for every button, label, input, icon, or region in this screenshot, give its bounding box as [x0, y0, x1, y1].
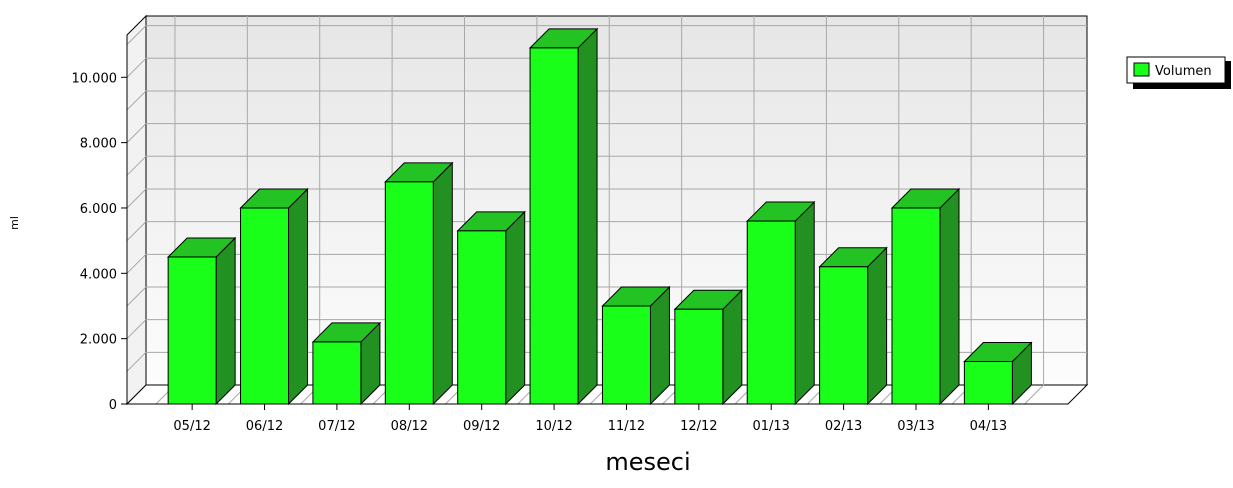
- legend[interactable]: Volumen: [1126, 56, 1231, 89]
- grid-line-side: [126, 319, 147, 340]
- x-tick-label: 10/12: [535, 419, 572, 434]
- bar-face: [601, 305, 651, 405]
- bar-face: [891, 207, 941, 405]
- bar-face: [457, 230, 507, 405]
- bar-05-12: [166, 236, 237, 406]
- y-tick-label: 2.000: [80, 333, 117, 348]
- grid-line-side: [126, 188, 147, 209]
- bar-side: [577, 27, 598, 406]
- bar-10-12: [528, 27, 599, 406]
- bar-face: [529, 47, 579, 405]
- legend-swatch-volumen: [1133, 62, 1150, 77]
- bar-04-13: [963, 341, 1033, 406]
- y-tick-label: 10.000: [72, 71, 118, 86]
- bar-side: [722, 289, 743, 406]
- bar-06-12: [239, 187, 309, 406]
- x-tick-label: 02/13: [825, 419, 862, 434]
- bar-side: [939, 187, 960, 406]
- bar-01-13: [746, 200, 816, 406]
- x-tick-label: 06/12: [246, 419, 283, 434]
- y-axis-title: ml: [8, 216, 21, 230]
- bar-08-12: [384, 161, 454, 406]
- grid-line-side: [126, 25, 147, 45]
- x-axis-title: meseci: [605, 448, 690, 476]
- bar-02-13: [818, 246, 888, 406]
- bar-side: [794, 200, 815, 406]
- bar-side: [432, 161, 453, 406]
- grid-line-side: [126, 123, 147, 143]
- grid-line-side: [126, 351, 147, 372]
- y-axis: 0 2.000 4.000 6.000 8.000 10.000: [72, 35, 128, 413]
- bar-face: [240, 207, 290, 405]
- bar-03-13: [890, 187, 961, 406]
- legend-label-volumen: Volumen: [1155, 64, 1212, 79]
- x-tick-label: 08/12: [391, 419, 428, 434]
- x-tick-label: 12/12: [680, 419, 717, 434]
- bar-side: [215, 236, 236, 406]
- bar-face: [384, 181, 434, 405]
- grid-line-side: [126, 253, 147, 274]
- grid-line-side: [126, 57, 147, 78]
- bars: [166, 27, 1033, 406]
- x-tick-label: 09/12: [463, 419, 500, 434]
- bar-face: [167, 256, 217, 405]
- x-tick-label: 05/12: [173, 419, 210, 434]
- x-axis: 05/12 06/12 07/12 08/12 09/12 10/12 11/12 12/12…: [127, 403, 1068, 434]
- grid-line-floor: [1024, 384, 1044, 405]
- grid-line-side: [126, 221, 147, 242]
- bar-face: [746, 220, 796, 405]
- bar-side: [867, 246, 888, 406]
- bar-face: [312, 341, 362, 405]
- x-tick-label: 07/12: [318, 419, 355, 434]
- grid-line-side: [126, 90, 147, 111]
- y-tick-label: 4.000: [80, 267, 117, 282]
- bar-face: [674, 308, 724, 405]
- bar-07-12: [311, 321, 382, 406]
- bar-face: [819, 266, 869, 405]
- y-tick-label: 6.000: [80, 202, 117, 217]
- y-tick-label: 0: [109, 398, 117, 413]
- bar-11-12: [601, 285, 671, 406]
- bar-09-12: [456, 210, 526, 406]
- bar-12-12: [673, 289, 744, 406]
- grid-line-side: [126, 286, 147, 307]
- bar-face: [963, 361, 1013, 405]
- x-tick-label: 04/13: [970, 419, 1007, 434]
- bar-side: [649, 285, 670, 406]
- y-tick-label: 8.000: [80, 137, 117, 152]
- bar-side: [505, 210, 526, 406]
- x-tick-label: 03/13: [897, 419, 934, 434]
- x-tick-label: 11/12: [608, 419, 645, 434]
- grid-line-side: [126, 155, 147, 176]
- x-tick-label: 01/13: [752, 419, 789, 434]
- bar-side: [288, 187, 309, 406]
